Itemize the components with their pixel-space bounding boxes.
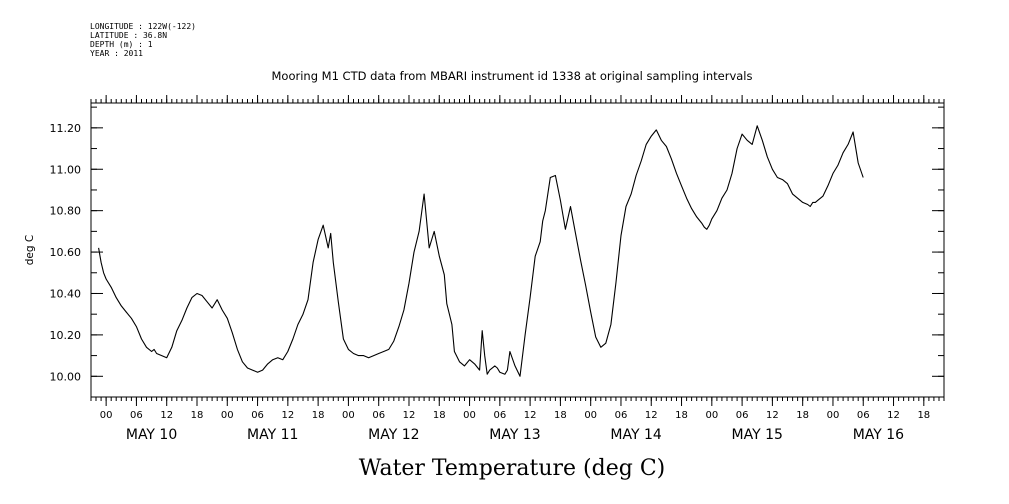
x-hour-label: 06 bbox=[251, 410, 264, 421]
x-hour-label: 00 bbox=[705, 410, 718, 421]
y-tick-label: 10.40 bbox=[50, 287, 82, 300]
plot-frame bbox=[90, 102, 945, 398]
y-axis: 10.00 10.20 10.40 10.60 10.80 11.00 11.20 bbox=[50, 106, 944, 398]
x-hour-label: 12 bbox=[281, 410, 294, 421]
x-hour-label: 06 bbox=[493, 410, 506, 421]
x-hour-label: 18 bbox=[675, 410, 688, 421]
x-hour-label: 12 bbox=[766, 410, 779, 421]
x-hour-label: 18 bbox=[554, 410, 567, 421]
header-longitude: LONGITUDE : 122W(-122) bbox=[90, 22, 196, 31]
temperature-series-line bbox=[98, 125, 864, 377]
y-tick-label: 10.00 bbox=[50, 370, 82, 383]
x-hour-label: 00 bbox=[221, 410, 234, 421]
x-hour-label: 06 bbox=[372, 410, 385, 421]
x-day-label: MAY 13 bbox=[489, 427, 540, 443]
x-day-label: MAY 11 bbox=[247, 427, 298, 443]
y-axis-label: deg C bbox=[24, 235, 36, 265]
x-hour-label: 00 bbox=[100, 410, 113, 421]
x-hour-label: 12 bbox=[645, 410, 658, 421]
x-hour-label: 00 bbox=[827, 410, 840, 421]
minor-tick-marks bbox=[90, 99, 945, 401]
header-latitude: LATITUDE : 36.8N bbox=[90, 31, 167, 40]
y-tick-label: 10.20 bbox=[50, 329, 82, 342]
x-hour-label: 06 bbox=[615, 410, 628, 421]
x-hour-label: 18 bbox=[917, 410, 930, 421]
chart-header: LONGITUDE : 122W(-122) LATITUDE : 36.8N … bbox=[90, 22, 752, 83]
header-depth: DEPTH (m) : 1 bbox=[90, 40, 153, 49]
x-axis: 00 06 12 18 00 06 12 18 00 06 12 18 00 06 12 18 00 06 12 18… bbox=[100, 95, 930, 443]
x-day-label: MAY 16 bbox=[853, 427, 904, 443]
x-day-label: MAY 12 bbox=[368, 427, 419, 443]
x-hour-label: 06 bbox=[857, 410, 870, 421]
x-hour-label: 18 bbox=[433, 410, 446, 421]
y-tick-label: 10.80 bbox=[50, 205, 82, 218]
chart-title: Mooring M1 CTD data from MBARI instrumen… bbox=[272, 69, 753, 83]
x-hour-label: 18 bbox=[312, 410, 325, 421]
x-hour-label: 06 bbox=[736, 410, 749, 421]
x-hour-label: 12 bbox=[887, 410, 900, 421]
minor-ticks bbox=[90, 99, 945, 401]
y-tick-label: 11.20 bbox=[50, 122, 82, 135]
x-day-label: MAY 14 bbox=[610, 427, 661, 443]
x-day-label: MAY 10 bbox=[126, 427, 177, 443]
x-hour-label: 00 bbox=[584, 410, 597, 421]
header-year: YEAR : 2011 bbox=[90, 49, 143, 58]
x-hour-label: 18 bbox=[796, 410, 809, 421]
x-hour-label: 12 bbox=[160, 410, 173, 421]
x-day-label: MAY 15 bbox=[732, 427, 783, 443]
x-hour-label: 18 bbox=[191, 410, 204, 421]
x-hour-label: 06 bbox=[130, 410, 143, 421]
x-axis-label: Water Temperature (deg C) bbox=[359, 456, 666, 481]
x-hour-label: 12 bbox=[403, 410, 416, 421]
y-tick-label: 10.60 bbox=[50, 246, 82, 259]
x-hour-label: 12 bbox=[524, 410, 537, 421]
x-hour-label: 00 bbox=[463, 410, 476, 421]
x-hour-label: 00 bbox=[342, 410, 355, 421]
y-tick-label: 11.00 bbox=[50, 163, 82, 176]
